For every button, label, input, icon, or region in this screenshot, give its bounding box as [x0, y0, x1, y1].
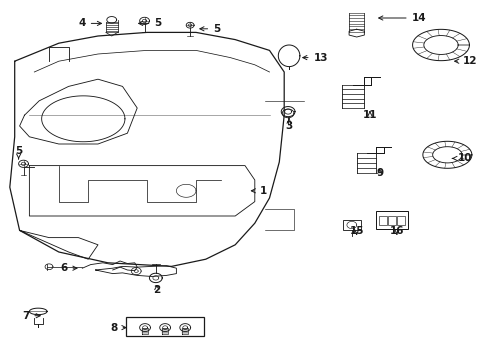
Text: 11: 11 — [363, 110, 377, 120]
Text: 15: 15 — [349, 226, 364, 236]
Text: 7: 7 — [22, 311, 40, 321]
Text: 10: 10 — [452, 153, 473, 163]
Text: 3: 3 — [286, 118, 293, 131]
Text: 13: 13 — [303, 53, 328, 63]
Bar — [126, 317, 204, 336]
Text: 12: 12 — [455, 56, 478, 66]
Text: 4: 4 — [78, 18, 101, 28]
Bar — [376, 211, 408, 229]
Bar — [343, 220, 361, 230]
Text: 9: 9 — [376, 168, 383, 178]
Text: 16: 16 — [390, 226, 404, 236]
Bar — [388, 216, 396, 225]
Text: 1: 1 — [251, 186, 267, 196]
Text: 5: 5 — [139, 18, 162, 28]
Bar — [397, 216, 405, 225]
Text: 6: 6 — [60, 263, 77, 273]
Bar — [379, 216, 387, 225]
Text: 2: 2 — [153, 285, 160, 295]
Text: 5: 5 — [200, 24, 220, 34]
Text: 14: 14 — [379, 13, 426, 23]
Text: 8: 8 — [110, 323, 126, 333]
Text: 5: 5 — [15, 146, 22, 159]
